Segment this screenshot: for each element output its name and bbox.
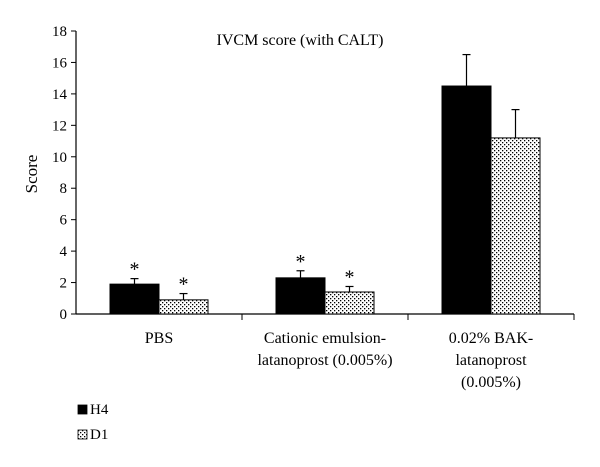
bar-d1 xyxy=(158,299,209,315)
legend-label-d1: D1 xyxy=(90,427,108,443)
legend-swatch-h4 xyxy=(77,404,88,415)
x-tick-label: PBS xyxy=(145,330,173,347)
x-tick-label: Cationic emulsion- xyxy=(264,330,386,347)
y-tick-label: 0 xyxy=(60,307,68,323)
x-tick-label: (0.005%) xyxy=(461,374,521,391)
legend-label-h4: H4 xyxy=(90,402,109,418)
y-axis-label: Score xyxy=(22,155,41,194)
significance-marker: * xyxy=(179,274,189,296)
y-tick-label: 10 xyxy=(52,150,67,166)
bar-h4 xyxy=(109,283,160,315)
y-tick-label: 2 xyxy=(60,276,68,292)
bar-h4 xyxy=(275,277,326,315)
legend-swatch-d1 xyxy=(77,429,88,440)
y-tick-label: 18 xyxy=(52,24,67,40)
significance-marker: * xyxy=(130,259,140,281)
y-tick-label: 6 xyxy=(60,213,68,229)
y-tick-label: 14 xyxy=(52,87,68,103)
legend: H4 D1 xyxy=(77,402,109,443)
bar-d1 xyxy=(324,291,375,315)
significance-marker: * xyxy=(345,266,355,288)
y-tick-label: 16 xyxy=(52,55,68,71)
bars xyxy=(109,53,541,315)
y-tick-label: 8 xyxy=(60,181,68,197)
chart-title: IVCM score (with CALT) xyxy=(217,32,384,49)
x-tick-label: latanoprost (0.005%) xyxy=(257,352,392,369)
y-tick-label: 12 xyxy=(52,118,67,134)
bar-d1 xyxy=(490,137,541,315)
x-tick-label: latanoprost xyxy=(455,352,527,369)
bar-h4 xyxy=(441,85,492,315)
y-tick-label: 4 xyxy=(60,244,68,260)
significance-marker: * xyxy=(296,251,306,273)
labels: 0 2 4 6 8 10 12 14 16 18 PBS Cationic emulsion-lata… xyxy=(52,24,533,391)
x-tick-label: 0.02% BAK- xyxy=(449,330,533,347)
